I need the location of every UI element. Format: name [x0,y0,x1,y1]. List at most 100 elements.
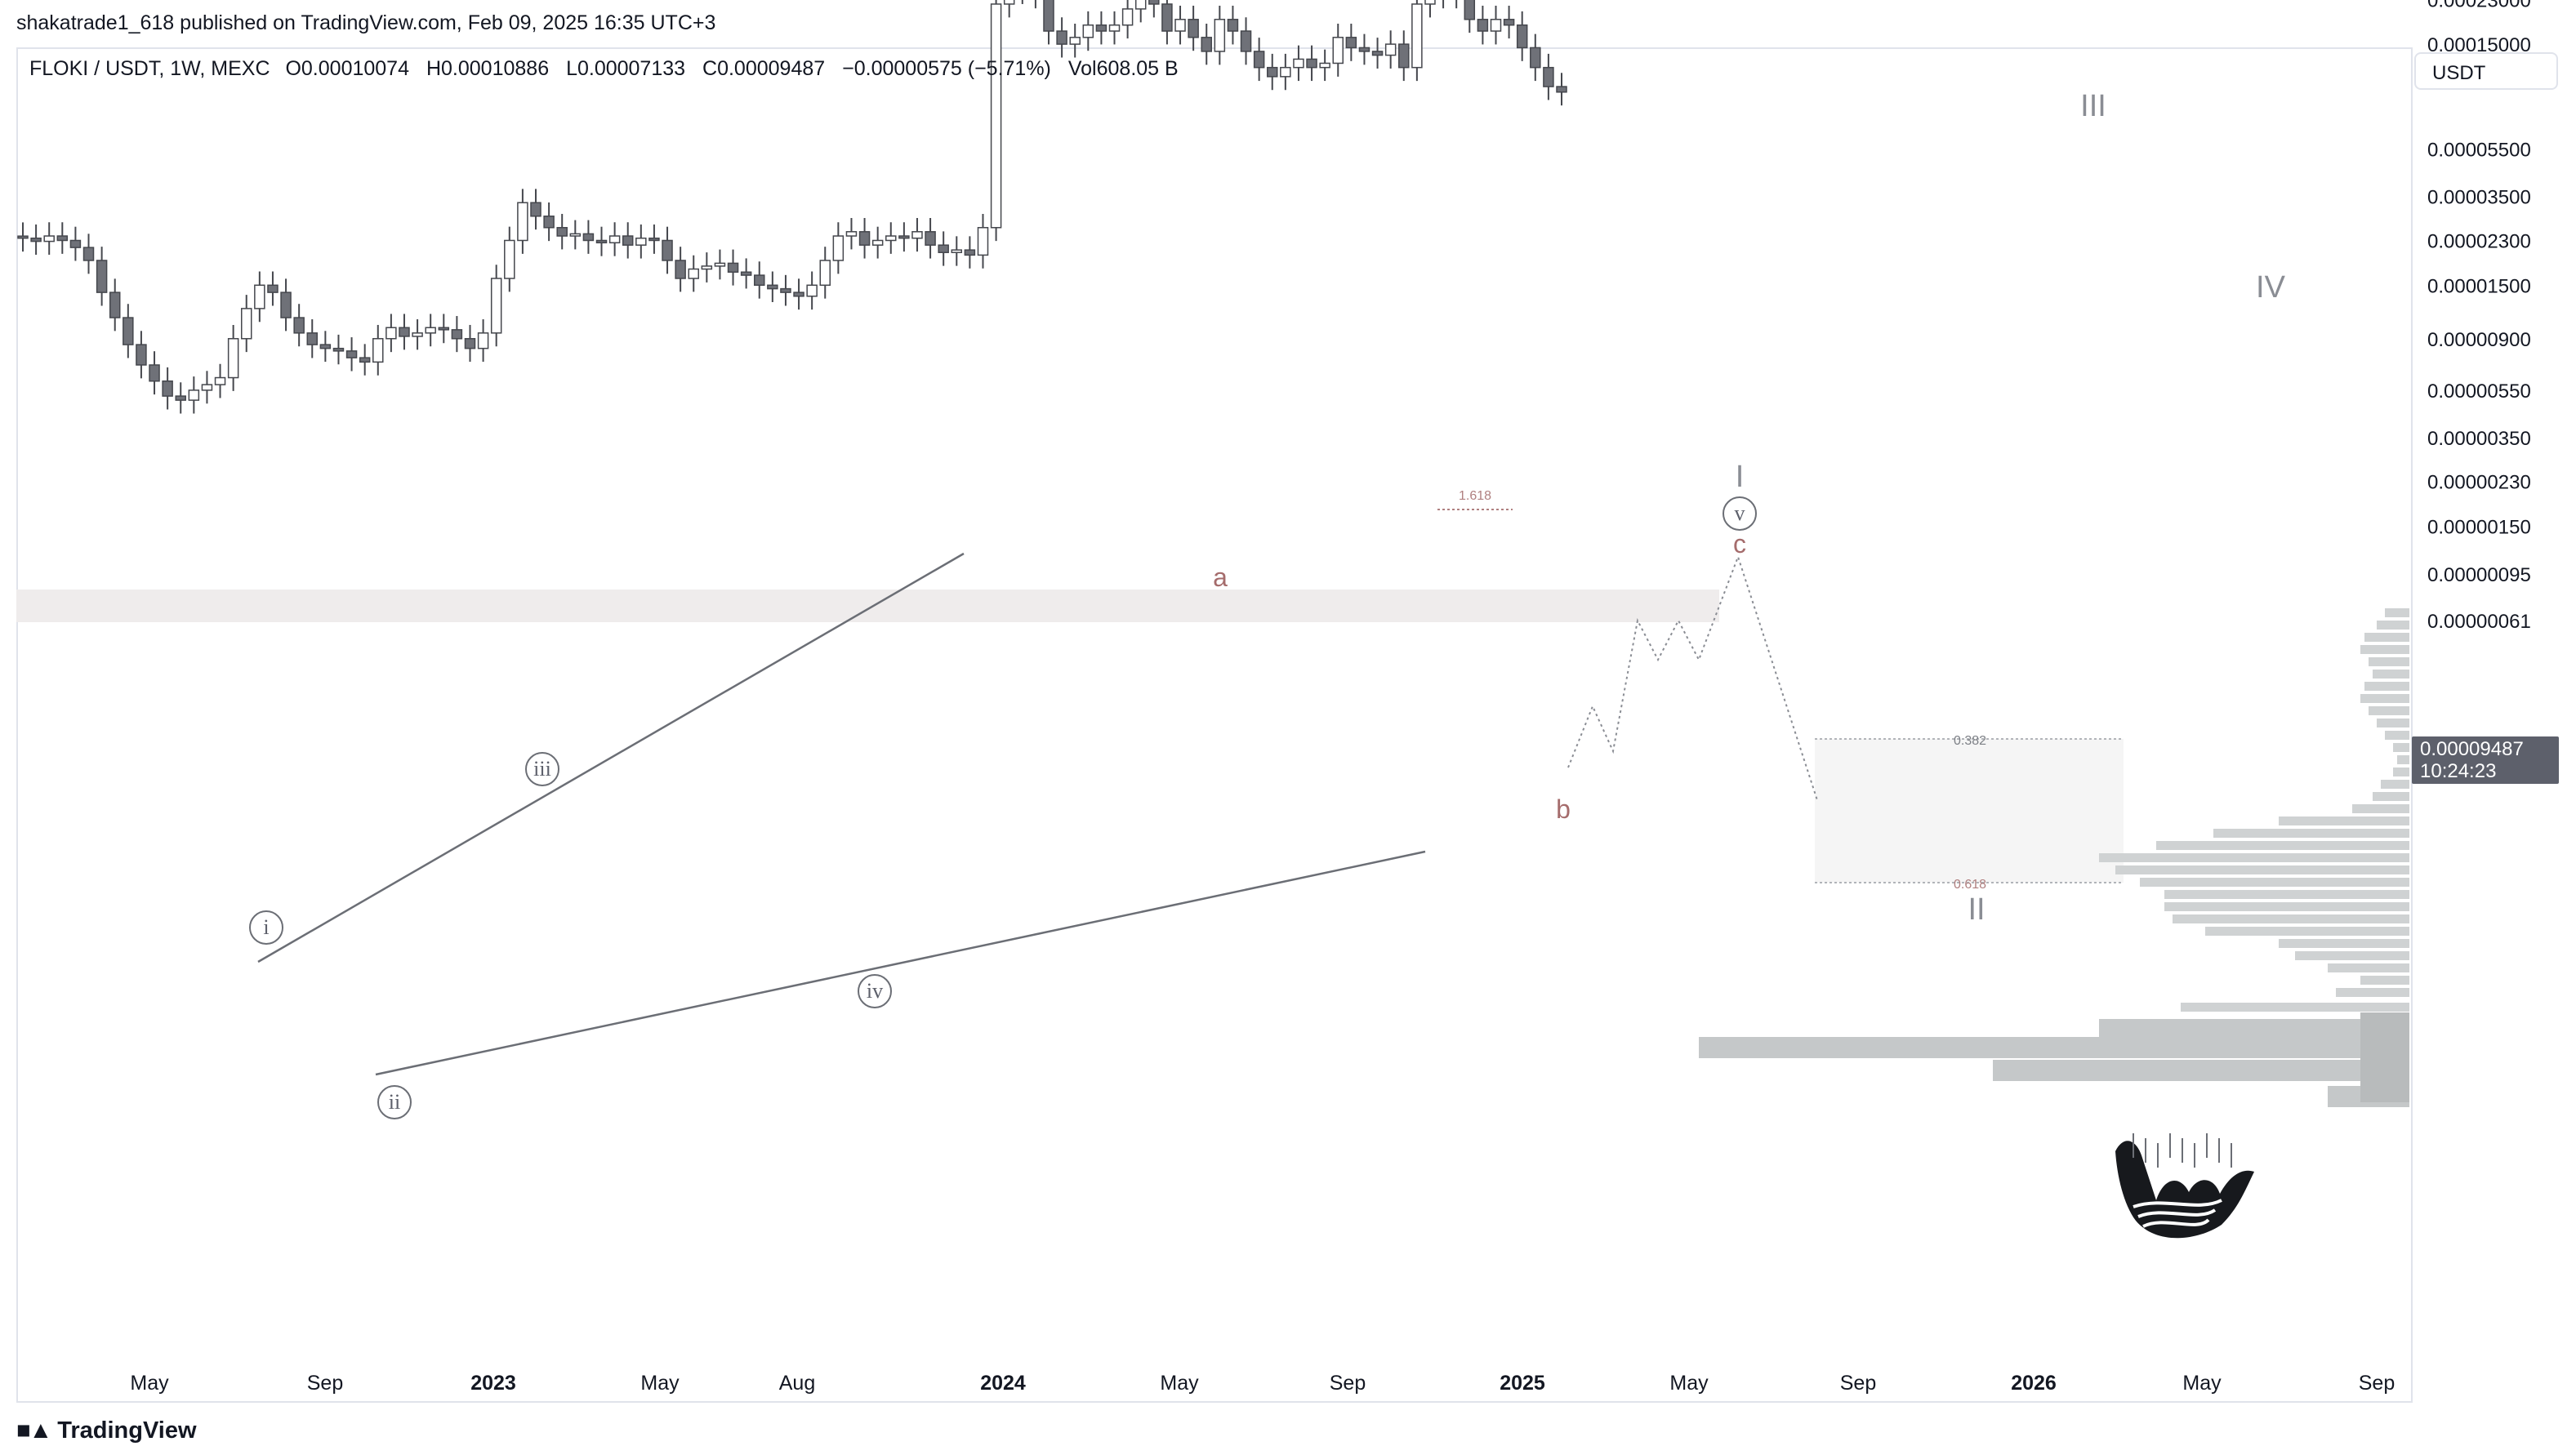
currency-button[interactable]: USDT [2414,52,2558,90]
candle-body [675,260,686,279]
candle-body [871,239,884,246]
price-tick-label: 0.00005500 [2427,140,2531,162]
publisher-line: shakatrade1_618 published on TradingView… [16,11,716,34]
candle-body [1345,37,1357,49]
wave-label: v [1735,501,1745,525]
candle-body [82,247,95,261]
candle-body [332,347,345,352]
volume-profile-bar [2279,939,2409,948]
candle-body [1174,19,1186,32]
symbol-name[interactable]: FLOKI / USDT, 1W, MEXC [29,57,270,80]
candle-body [806,284,818,297]
wave-circle [249,910,283,945]
candle-body [1161,3,1173,32]
candle-body [477,332,489,349]
candle-body [1082,24,1094,38]
target-zone [1815,739,2124,883]
candle-body [1503,19,1515,26]
time-tick-label: May [640,1372,680,1395]
candle-body [595,239,608,244]
candle-body [188,389,200,401]
brand-name: TradingView [57,1417,197,1444]
candle-body [386,327,397,340]
wave-label: b [1556,794,1571,824]
high-value: 0.00010886 [441,57,550,80]
time-tick-label: May [1669,1372,1709,1395]
volume-profile-bar [2213,829,2409,838]
open-label: O [285,57,301,80]
candle-body [845,231,858,237]
candles-layer [17,0,1567,414]
upper-trendline [257,552,965,963]
candle-body [69,239,82,248]
volume-profile-bar [2205,927,2409,936]
candle-body [1371,51,1384,56]
vol-label: Vol [1067,57,1097,80]
candle-body [911,231,923,239]
time-tick-label: 2026 [2011,1372,2057,1395]
time-tick-label: Sep [1840,1372,1876,1395]
resistance-zone [16,590,1719,622]
volume-profile [1699,608,2409,1107]
volume-profile-bar [2360,694,2409,703]
volume-profile-bar [2393,743,2409,752]
volume-profile-bar [2156,841,2409,850]
lower-trendline [375,850,1426,1076]
shaka-hand-logo [2115,1133,2254,1239]
candle-body [1108,24,1121,32]
candle-body [399,327,410,337]
candle-body [162,380,173,397]
wave-label: IV [2256,270,2286,305]
candle-body [1543,66,1554,87]
candle-body [96,260,108,293]
price-axis: 0.020000000.013000000.008500000.00550000… [2427,0,2531,633]
wave-circle [525,752,559,786]
candle-body [123,317,134,345]
vol-unit: B [1165,57,1179,80]
candle-body [56,235,69,242]
volume-profile-bar [2369,657,2409,666]
candle-body [977,227,989,256]
candle-body [898,235,910,239]
volume-profile-bar [2164,890,2409,899]
volume-profile-bar [2360,976,2409,985]
volume-profile-bar [2369,706,2409,715]
time-tick-label: Sep [1330,1372,1366,1395]
candle-body [451,329,463,340]
candle-body [582,233,595,242]
candle-body [608,235,621,244]
volume-profile-bar [2115,865,2409,874]
candle-body [990,3,1002,229]
wave-label: iii [533,757,551,781]
volume-profile-bar [2279,816,2409,825]
candle-body [662,239,673,261]
candle-body [1003,0,1015,5]
candle-body [793,291,804,297]
candle-body [280,291,292,318]
candle-body [925,231,936,246]
candle-body [1056,30,1067,45]
volume-profile-bar [2364,682,2409,691]
bar-countdown: 10:24:23 [2420,760,2497,782]
logo-wave-stripe [2133,1199,2222,1208]
candle-body [201,384,213,391]
candle-body [1516,24,1528,49]
price-tick-label: 0.00001500 [2427,275,2531,297]
wave-label: a [1213,563,1228,592]
time-tick-label: May [130,1372,169,1395]
candle-body [1477,19,1489,32]
candle-body [556,227,568,237]
candle-body [17,235,29,239]
time-tick-label: Aug [779,1372,815,1395]
candle-body [1411,3,1423,69]
candle-body [1556,86,1567,93]
projection-path [1567,554,1818,801]
fib-level-label: 0.618 [1954,878,1986,892]
wave-label: ii [389,1090,400,1114]
tradingview-brand[interactable]: ■▲ TradingView [16,1417,197,1444]
volume-profile-bar [2295,951,2409,960]
candle-body [714,262,726,267]
price-tick-label: 0.00000061 [2427,611,2531,633]
candle-body [254,284,265,309]
